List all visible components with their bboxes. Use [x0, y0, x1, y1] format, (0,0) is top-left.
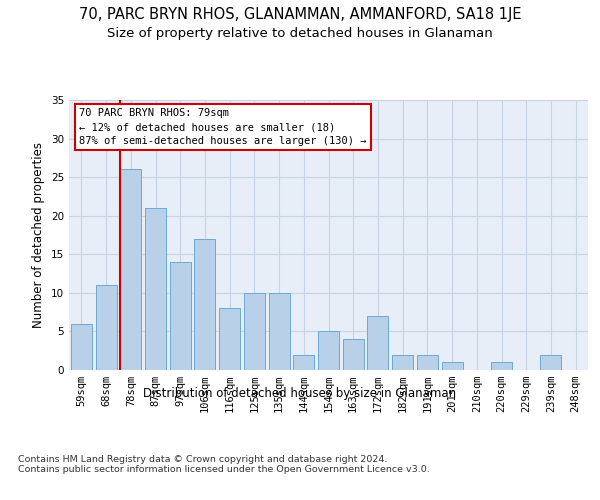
- Text: Contains HM Land Registry data © Crown copyright and database right 2024.
Contai: Contains HM Land Registry data © Crown c…: [18, 455, 430, 474]
- Bar: [417, 354, 438, 370]
- Bar: [343, 339, 364, 370]
- Bar: [491, 362, 512, 370]
- Text: Distribution of detached houses by size in Glanaman: Distribution of detached houses by size …: [143, 388, 457, 400]
- Bar: [145, 208, 166, 370]
- Text: Size of property relative to detached houses in Glanaman: Size of property relative to detached ho…: [107, 28, 493, 40]
- Bar: [244, 293, 265, 370]
- Bar: [71, 324, 92, 370]
- Bar: [170, 262, 191, 370]
- Bar: [95, 285, 116, 370]
- Bar: [269, 293, 290, 370]
- Bar: [392, 354, 413, 370]
- Text: 70, PARC BRYN RHOS, GLANAMMAN, AMMANFORD, SA18 1JE: 70, PARC BRYN RHOS, GLANAMMAN, AMMANFORD…: [79, 8, 521, 22]
- Text: 70 PARC BRYN RHOS: 79sqm
← 12% of detached houses are smaller (18)
87% of semi-d: 70 PARC BRYN RHOS: 79sqm ← 12% of detach…: [79, 108, 367, 146]
- Bar: [219, 308, 240, 370]
- Bar: [318, 332, 339, 370]
- Y-axis label: Number of detached properties: Number of detached properties: [32, 142, 46, 328]
- Bar: [293, 354, 314, 370]
- Bar: [120, 170, 141, 370]
- Bar: [194, 239, 215, 370]
- Bar: [367, 316, 388, 370]
- Bar: [541, 354, 562, 370]
- Bar: [442, 362, 463, 370]
